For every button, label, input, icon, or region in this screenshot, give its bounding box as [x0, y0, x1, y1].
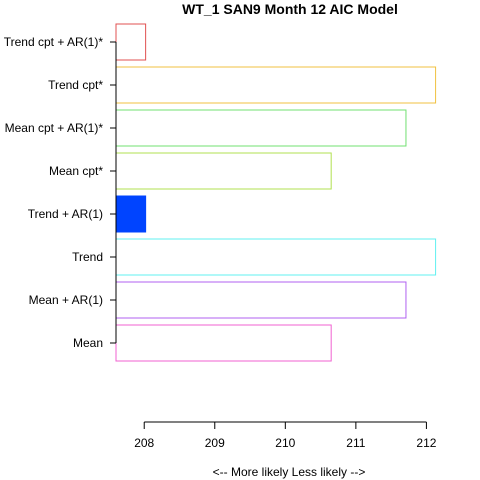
bar-3 — [115, 152, 332, 190]
y-axis: Trend cpt + AR(1)* Trend cpt* Mean cpt + A… — [4, 35, 117, 350]
y-tick-label-2: Mean cpt + AR(1)* — [5, 121, 104, 135]
bar-6 — [115, 281, 407, 319]
x-tick-label-3: 211 — [346, 436, 365, 450]
bar-2 — [115, 109, 407, 147]
bar-5 — [115, 238, 437, 276]
x-axis: 208 209 210 211 212 — [134, 421, 437, 450]
y-tick-label-5: Trend — [72, 250, 103, 264]
x-axis-label: <-- More likely Less likely --> — [213, 465, 366, 479]
y-tick-label-0: Trend cpt + AR(1)* — [4, 35, 104, 49]
bar-7 — [115, 324, 332, 362]
y-tick-label-7: Mean — [73, 336, 103, 350]
bar-1 — [115, 66, 437, 104]
bars-group — [115, 23, 437, 362]
y-tick-label-6: Mean + AR(1) — [29, 293, 103, 307]
x-tick-label-0: 208 — [134, 436, 154, 450]
bar-4 — [115, 195, 147, 233]
y-tick-label-4: Trend + AR(1) — [28, 207, 103, 221]
x-tick-label-4: 212 — [416, 436, 436, 450]
x-tick-label-2: 210 — [275, 436, 295, 450]
y-tick-label-3: Mean cpt* — [49, 164, 103, 178]
y-tick-label-1: Trend cpt* — [48, 78, 103, 92]
chart-title: WT_1 SAN9 Month 12 AIC Model — [182, 1, 398, 17]
x-tick-label-1: 209 — [205, 436, 225, 450]
bar-0 — [115, 23, 147, 61]
